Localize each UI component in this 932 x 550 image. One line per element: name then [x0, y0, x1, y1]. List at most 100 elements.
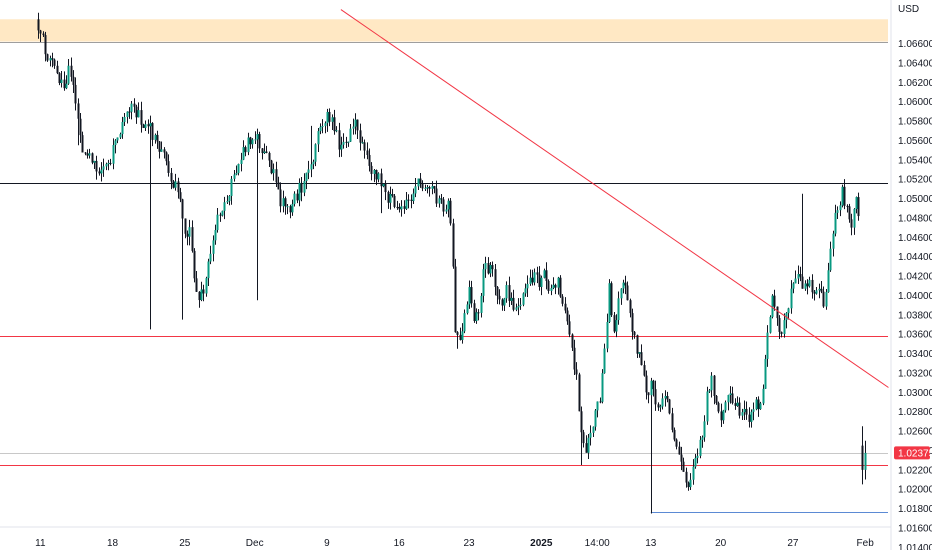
candle-body — [696, 455, 699, 458]
candle-body — [207, 261, 210, 279]
candle-body — [380, 173, 383, 187]
candle-body — [361, 142, 364, 144]
candle-body — [629, 300, 632, 314]
candle-body — [685, 471, 688, 483]
candle-body — [526, 283, 529, 289]
candle-body — [671, 413, 674, 430]
candle-body — [440, 198, 443, 200]
candle-body — [505, 285, 508, 299]
latest-candle-body — [861, 445, 864, 470]
candle-body — [643, 365, 646, 376]
candle-body — [850, 219, 853, 228]
candle-body — [142, 124, 145, 128]
candle-body — [857, 197, 860, 217]
candle-body — [524, 288, 527, 294]
candle-body — [808, 279, 811, 287]
candle-body — [594, 410, 597, 427]
candle-body — [599, 401, 602, 403]
candle-body — [177, 181, 180, 193]
candle-body — [382, 183, 385, 187]
candle-body — [603, 348, 606, 374]
candle-body — [633, 331, 636, 336]
candle-body — [694, 457, 697, 467]
candle-body — [557, 277, 560, 288]
time-axis[interactable]: 11 18 25 Dec 9 16 23 2025 14:00 13 20 27 Feb — [35, 538, 874, 549]
candle-body — [454, 266, 457, 333]
candle-body — [477, 312, 480, 314]
candle-body — [263, 151, 266, 154]
candle-body — [310, 164, 313, 170]
candle-body — [494, 269, 497, 287]
candle-body — [254, 139, 257, 141]
candle-body — [293, 193, 296, 205]
candle-body — [573, 347, 576, 370]
candle-body — [780, 331, 783, 334]
candle-body — [661, 398, 664, 407]
resistance-zone — [0, 19, 888, 42]
candle-body — [256, 134, 259, 140]
candle-body — [324, 123, 327, 127]
candle-body — [53, 59, 56, 66]
candle-body — [459, 334, 462, 340]
candle-body — [345, 141, 348, 143]
price-tick-label: 1.03200 — [898, 368, 932, 379]
candle-body — [212, 240, 215, 254]
candle-body — [296, 193, 299, 201]
candle-body — [270, 160, 273, 174]
candle-body — [389, 194, 392, 203]
candle-body — [156, 134, 159, 142]
candle-body — [832, 233, 835, 249]
candle-body — [319, 126, 322, 132]
candle-body — [359, 130, 362, 143]
candle-body — [91, 153, 94, 163]
candle-body — [268, 152, 271, 161]
price-tick-label: 1.05000 — [898, 194, 932, 205]
candle-body — [130, 103, 133, 112]
candle-body — [447, 200, 450, 210]
candle-body — [811, 279, 814, 293]
candle-body — [370, 165, 373, 174]
candle-body — [738, 402, 741, 416]
candle-body — [414, 186, 417, 194]
candle-body — [533, 272, 536, 283]
candle-body — [65, 83, 68, 89]
candle-body — [645, 375, 648, 393]
candle-body — [405, 199, 408, 209]
candle-body — [706, 391, 709, 422]
candle-body — [773, 295, 776, 307]
candle-body — [261, 148, 264, 154]
candle-body — [790, 288, 793, 309]
latest-candle-body — [864, 452, 867, 470]
price-tick-label: 1.05400 — [898, 155, 932, 166]
candle-body — [342, 141, 345, 145]
candle-body — [538, 274, 541, 287]
candle-body — [734, 403, 737, 406]
candle-body — [170, 172, 173, 182]
candle-body — [67, 65, 70, 84]
candle-body — [568, 321, 571, 335]
candle-body — [235, 173, 238, 175]
candle-body — [384, 183, 387, 193]
candle-body — [659, 406, 662, 408]
time-tick-label: 14:00 — [585, 538, 610, 549]
candle-body — [144, 124, 147, 128]
candle-body — [736, 402, 739, 406]
candle-body — [116, 137, 119, 141]
candle-body — [375, 170, 378, 180]
candle-body — [673, 429, 676, 440]
candle-body — [88, 153, 91, 156]
price-axis[interactable]: USD 1.06600 1.06400 1.06200 1.06000 1.05800 1… — [898, 4, 932, 550]
candle-body — [74, 84, 77, 104]
zone-band — [0, 19, 888, 42]
candle-body — [843, 186, 846, 206]
candle-body — [403, 206, 406, 209]
time-tick-label: 9 — [324, 538, 330, 549]
candle-body — [640, 352, 643, 366]
candle-body — [729, 393, 732, 395]
candle-body — [84, 152, 87, 154]
price-tick-label: 1.02200 — [898, 465, 932, 476]
candle-body — [449, 200, 452, 224]
candle-body — [839, 205, 842, 211]
candle-body — [559, 277, 562, 297]
